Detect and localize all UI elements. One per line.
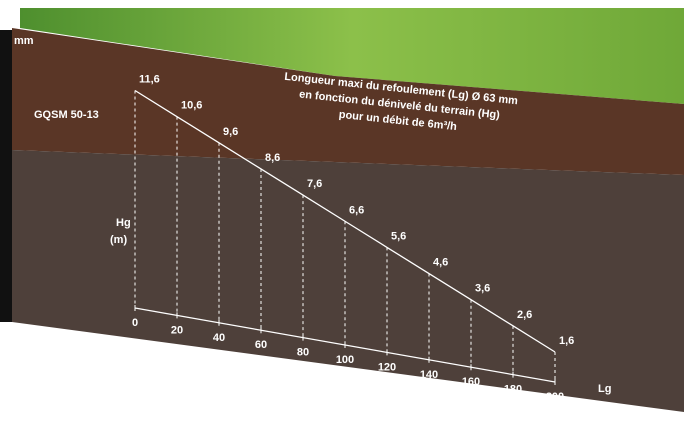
value-label: 4,6 [433,257,448,269]
soil-panel [12,150,684,412]
value-label: 6,6 [349,204,364,216]
value-label: 2,6 [517,309,532,321]
series-label: GQSM 50-13 [34,109,99,121]
x-tick-label: 200 [546,391,564,403]
x-tick-label: 20 [171,324,183,336]
y-axis-label: (m) [110,234,127,246]
value-label: 10,6 [181,100,202,112]
soil-top [12,28,684,175]
x-tick-label: 80 [297,347,309,359]
x-tick-label: 180 [504,384,522,396]
series-line [134,89,556,353]
x-tick-label: 0 [132,317,138,329]
value-label: 7,6 [307,178,322,190]
value-label: 1,6 [559,335,574,347]
x-axis-label: Lg [598,383,611,395]
edge [0,30,12,322]
y-axis-label: Hg [116,217,131,229]
grass [20,8,684,104]
value-label: 5,6 [391,230,406,242]
annotation: mm [14,35,34,47]
value-label: 9,6 [223,126,238,138]
x-tick-label: 100 [336,354,354,366]
x-tick-label: 60 [255,339,267,351]
x-tick-label: 140 [420,369,438,381]
x-tick-label: 120 [378,361,396,373]
x-axis-label: (m) [594,401,611,413]
value-label: 11,6 [139,74,160,86]
value-label: 3,6 [475,283,490,295]
x-tick-label: 40 [213,332,225,344]
value-label: 8,6 [265,152,280,164]
x-tick-label: 160 [462,376,480,388]
